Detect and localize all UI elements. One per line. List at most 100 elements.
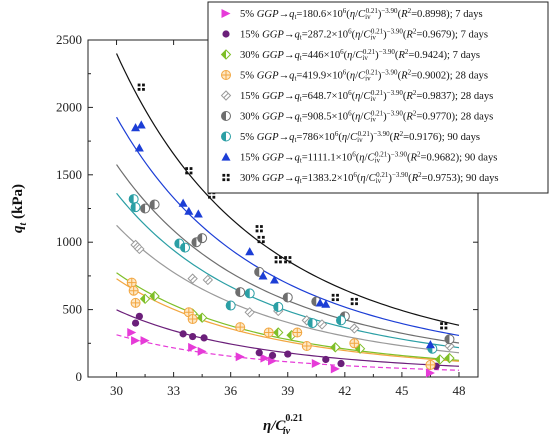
marker-square (137, 87, 141, 91)
marker-shape (321, 299, 331, 308)
data-point (444, 340, 455, 352)
marker-fill (140, 204, 146, 213)
marker-shape (136, 120, 146, 129)
marker-cross (221, 70, 231, 80)
marker-slash (319, 321, 325, 328)
marker-square (142, 87, 145, 91)
y-tick-label: 2500 (56, 32, 82, 47)
marker-square (350, 302, 354, 306)
y-tick-label: 1500 (56, 167, 82, 182)
legend-entry: 5% GGP→qt=180.6×106(η/Civ0.21)−3.90(R2=0… (221, 7, 483, 21)
data-point (149, 290, 160, 302)
marker-square (355, 302, 358, 306)
data-point (130, 297, 141, 308)
data-point (273, 327, 284, 338)
data-point (187, 314, 198, 325)
data-point (185, 167, 193, 175)
marker-shape (337, 359, 345, 368)
fit-curve (115, 53, 460, 326)
data-point (131, 336, 141, 346)
marker-square (440, 322, 443, 325)
data-point (244, 288, 255, 299)
data-point (322, 355, 330, 364)
data-point (244, 307, 255, 318)
data-point (187, 273, 198, 284)
marker-square (185, 167, 189, 170)
marker-square (288, 260, 292, 264)
marker-shape (269, 275, 279, 284)
marker-fill (254, 267, 260, 277)
marker-square (257, 235, 261, 239)
legend-label: 15% GGP→qt=287.2×106(η/Civ0.21)−3.90(R2=… (240, 28, 488, 42)
data-point (179, 330, 187, 338)
marker-shape (131, 123, 141, 132)
marker-fill (221, 132, 226, 141)
data-point (255, 349, 263, 357)
data-point (137, 83, 145, 91)
data-point (330, 364, 340, 374)
marker-square (261, 235, 265, 239)
data-point (193, 209, 203, 218)
marker-fill (131, 202, 136, 212)
legend-entry: 30% GGP→qt=908.5×106(η/Civ0.21)−3.90(R2=… (221, 110, 493, 124)
legend-label: 15% GGP→qt=1111.1×106(η/Civ0.21)−3.90(R2… (240, 151, 497, 165)
legend-entry: 15% GGP→qt=648.7×106(η/Civ0.21)−3.90(R2=… (220, 89, 493, 103)
y-tick-label: 2000 (56, 99, 82, 114)
data-point (128, 194, 139, 205)
marker-shape (131, 319, 140, 327)
data-point (126, 277, 137, 288)
marker-shape (311, 359, 321, 369)
fit-curve (116, 224, 460, 354)
marker-shape (134, 143, 144, 152)
data-point (315, 298, 325, 307)
marker-cross (302, 341, 312, 351)
marker-cross (264, 328, 274, 338)
data-point (440, 322, 448, 330)
marker-shape (245, 247, 255, 256)
marker-cross (131, 298, 141, 308)
marker-square (222, 178, 226, 182)
legend-entry: 5% GGP→qt=786×106(η/Civ0.21)−3.90(R2=0.9… (221, 130, 480, 144)
marker-cross (184, 307, 194, 317)
marker-shape (127, 328, 137, 338)
legend-label: 5% GGP→qt=180.6×106(η/Civ0.21)−3.90(R2=0… (240, 7, 483, 21)
marker-square (255, 225, 259, 228)
marker-slash (136, 246, 142, 252)
fit-curve (116, 278, 460, 362)
marker-slash (205, 277, 211, 283)
marker-fill (180, 243, 186, 253)
data-point (349, 338, 360, 349)
marker-square (279, 256, 282, 259)
fit-curve (116, 192, 460, 349)
fit-curve (116, 334, 459, 371)
marker-cross (129, 286, 139, 296)
marker-cross (425, 360, 435, 370)
x-tick-label: 48 (452, 383, 465, 398)
data-point (131, 123, 141, 132)
marker-fill (129, 194, 134, 204)
marker-square (226, 178, 230, 182)
marker-shape (184, 206, 194, 215)
marker-shape (222, 30, 230, 38)
marker-shape (179, 330, 187, 338)
y-axis-label: qt (kPa) (10, 184, 29, 233)
marker-square (331, 298, 335, 302)
marker-shape (268, 356, 278, 366)
data-point (349, 323, 360, 334)
data-point (425, 340, 435, 349)
data-point (128, 285, 139, 296)
marker-square (444, 322, 448, 325)
legend: 5% GGP→qt=180.6×106(η/Civ0.21)−3.90(R2=0… (207, 1, 549, 194)
data-point (337, 359, 345, 368)
data-point (269, 275, 279, 284)
marker-shape (221, 9, 231, 18)
legend-box (207, 1, 549, 194)
marker-shape (315, 298, 325, 307)
marker-fill (197, 233, 203, 243)
marker-fill (235, 287, 241, 297)
marker-square (331, 293, 335, 297)
marker-shape (322, 355, 330, 364)
data-point (260, 353, 270, 363)
marker-cross (349, 338, 359, 348)
data-point (282, 292, 293, 303)
